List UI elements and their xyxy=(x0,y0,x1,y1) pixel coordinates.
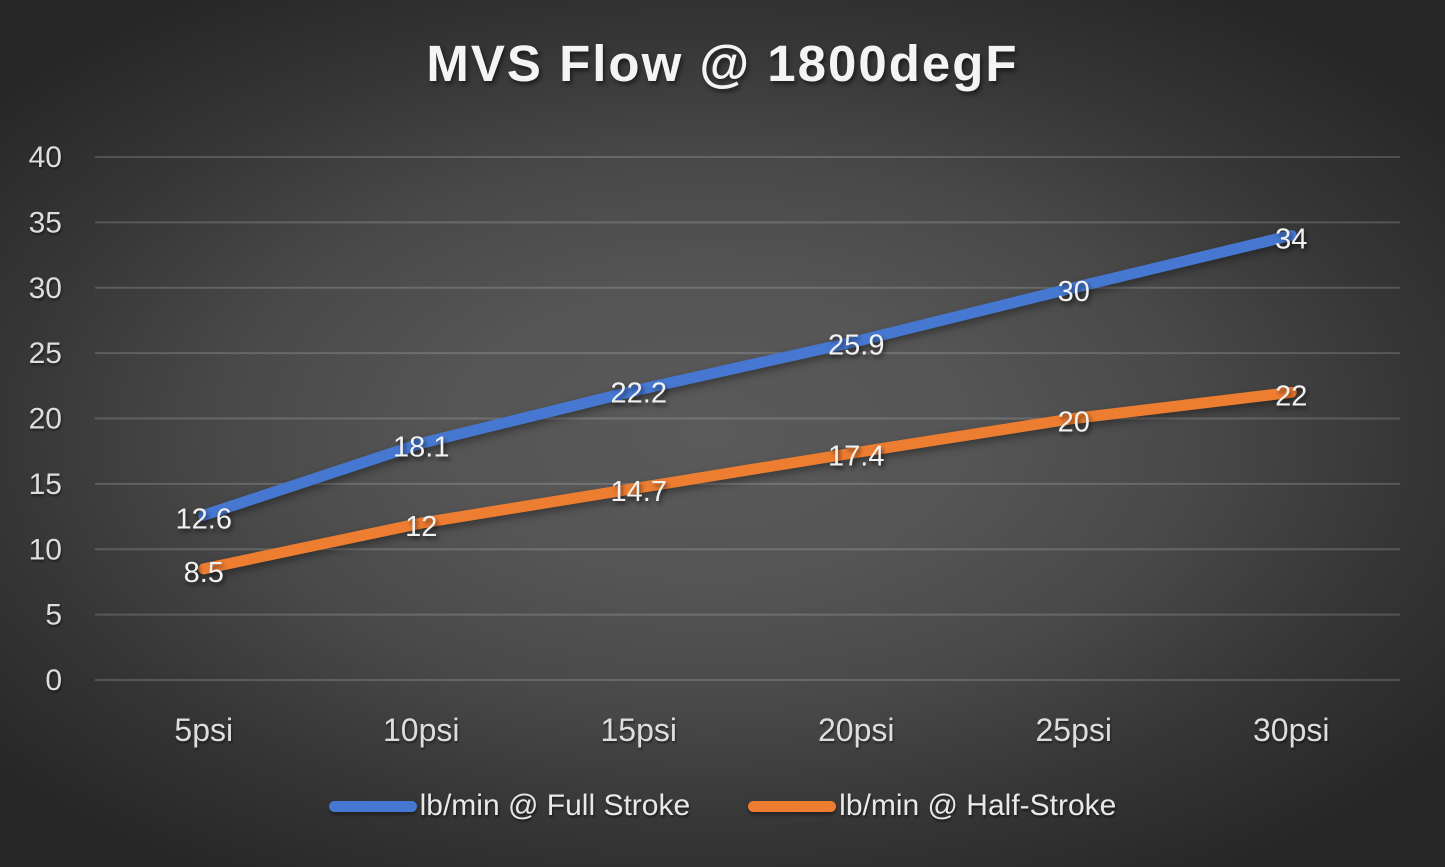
gridlines-group xyxy=(95,156,1400,681)
y-axis-tick-label: 40 xyxy=(29,141,62,174)
data-label: 30 xyxy=(1058,276,1090,308)
data-label: 14.7 xyxy=(611,476,667,508)
series-line-half-stroke xyxy=(198,386,1297,575)
y-axis-tick-label: 15 xyxy=(29,468,62,501)
x-axis-tick-label: 30psi xyxy=(1253,712,1330,748)
legend-item-full-stroke: lb/min @ Full Stroke xyxy=(328,789,691,823)
legend-label-half-stroke: lb/min @ Half-Stroke xyxy=(839,789,1117,822)
series-lines-group xyxy=(198,229,1297,575)
x-axis-tick-label: 25psi xyxy=(1036,712,1113,748)
data-label: 22 xyxy=(1275,380,1307,412)
x-axis-tick-label: 10psi xyxy=(383,712,460,748)
y-axis-tick-label: 0 xyxy=(45,664,62,697)
data-label: 25.9 xyxy=(828,329,884,361)
chart-title: MVS Flow @ 1800degF xyxy=(426,35,1019,92)
y-axis-tick-label: 10 xyxy=(29,533,62,566)
data-label: 8.5 xyxy=(184,557,224,589)
data-label: 17.4 xyxy=(828,440,884,472)
data-label: 12.6 xyxy=(176,503,232,535)
data-labels-group: 12.6 18.1 22.2 25.9 30 34 8.5 12 14.7 17.4 20 22 xyxy=(176,223,1308,588)
legend-swatch-full-stroke xyxy=(328,800,417,812)
y-axis-tick-label: 35 xyxy=(29,206,62,239)
legend-item-half-stroke: lb/min @ Half-Stroke xyxy=(748,789,1116,823)
x-axis-tick-label: 20psi xyxy=(818,712,895,748)
x-axis-tick-label: 5psi xyxy=(174,712,233,748)
y-axis-tick-labels: 0 5 10 15 20 25 30 35 40 xyxy=(29,141,62,697)
data-label: 12 xyxy=(405,511,437,543)
y-axis-tick-label: 25 xyxy=(29,337,62,370)
legend-swatch-half-stroke xyxy=(748,800,837,812)
data-label: 22.2 xyxy=(611,378,667,410)
y-axis-tick-label: 5 xyxy=(45,599,62,632)
x-axis-tick-label: 15psi xyxy=(601,712,678,748)
legend-label-full-stroke: lb/min @ Full Stroke xyxy=(419,789,691,822)
data-label: 34 xyxy=(1275,223,1307,255)
x-axis-tick-labels: 5psi 10psi 15psi 20psi 25psi 30psi xyxy=(174,712,1329,748)
y-axis-tick-label: 30 xyxy=(29,272,62,305)
data-label: 18.1 xyxy=(393,431,449,463)
chart-legend: lb/min @ Full Stroke lb/min @ Half-Strok… xyxy=(0,789,1445,823)
series-line-full-stroke xyxy=(198,229,1297,521)
data-label: 20 xyxy=(1058,407,1090,439)
y-axis-tick-label: 20 xyxy=(29,403,62,436)
